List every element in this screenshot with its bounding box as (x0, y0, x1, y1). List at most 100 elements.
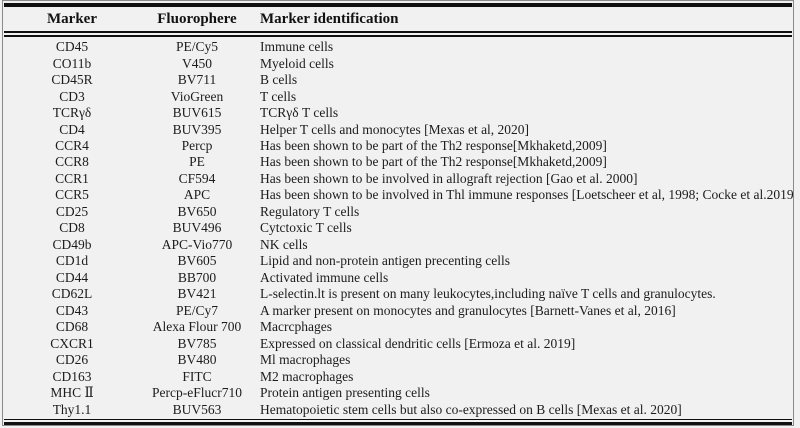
table-row: CD45 PE/Cy5 Immune cells (3, 39, 793, 55)
fluorophore-cell: BV785 (177, 335, 217, 351)
identification-cell: Has been shown to be part of the Th2 res… (260, 154, 607, 170)
identification-cell: L-selectin.lt is present on many leukocy… (260, 286, 716, 302)
identification-cell: Immune cells (260, 39, 334, 55)
marker-cell: CCR5 (55, 187, 89, 203)
identification-cell: T cells (260, 88, 297, 104)
fluorophore-cell: Percp (181, 138, 213, 153)
column-header-marker: Marker (47, 10, 97, 27)
column-header-fluorophore: Fluorophere (157, 10, 237, 27)
identification-cell: M2 macrophages (260, 368, 354, 384)
marker-cell: CO11b (52, 55, 92, 71)
marker-cell: CD45 (55, 39, 89, 55)
table-header-row: Marker Fluorophere Marker identification (3, 7, 793, 31)
table-body: CD45 PE/Cy5 Immune cells CO11b V450 Myeloid c… (3, 37, 793, 419)
fluorophore-cell: BV711 (177, 72, 217, 88)
marker-cell: CD44 (55, 269, 89, 285)
identification-cell: NK cells (260, 236, 308, 252)
table-row: CD45R BV711 B cells (3, 72, 793, 88)
identification-cell: Has been shown to be involved in Thl imm… (260, 187, 793, 203)
table-row: CD3 VioGreen T cells (3, 88, 793, 104)
table-row: CD26 BV480 Ml macrophages (3, 352, 793, 368)
table-row: CCR5 APC Has been shown to be involved in … (3, 187, 793, 203)
marker-cell: CD45R (51, 72, 93, 88)
marker-cell: CXCR1 (50, 335, 94, 351)
identification-cell: Regulatory T cells (260, 203, 360, 219)
table-top-rule (4, 3, 792, 7)
marker-cell: CCR4 (55, 138, 89, 153)
marker-cell: Thy1.1 (52, 401, 92, 417)
marker-cell: CCR8 (55, 154, 89, 170)
table-row: MHC Ⅱ Percp-eFlucr710 Protein antigen pres… (3, 385, 793, 401)
identification-cell: A marker present on monocytes and granul… (260, 302, 676, 318)
fluorophore-cell: APC (183, 187, 211, 203)
fluorophore-cell: VioGreen (170, 88, 224, 104)
marker-cell: CD68 (55, 319, 89, 335)
header-double-rule (4, 31, 792, 37)
fluorophore-cell: V450 (182, 55, 212, 71)
marker-cell: CD163 (52, 368, 92, 384)
fluorophore-cell: PE (189, 154, 205, 170)
table-row: CD49b APC-Vio770 NK cells (3, 237, 793, 253)
marker-cell: CD3 (59, 88, 85, 104)
fluorophore-cell: BUV563 (172, 401, 222, 417)
fluorophore-cell: BUV395 (172, 121, 222, 137)
column-header-identification: Marker identification (260, 10, 399, 27)
identification-cell: Cytctoxic T cells (260, 220, 352, 236)
identification-cell: Has been shown to be part of the Th2 res… (260, 138, 607, 153)
fluorophore-cell: BUV615 (172, 105, 222, 121)
fluorophore-cell: BUV496 (172, 220, 222, 236)
bottom-double-rule (4, 419, 792, 425)
table-row: CD25 BV650 Regulatory T cells (3, 204, 793, 220)
fluorophore-cell: PE/Cy5 (175, 39, 218, 55)
identification-cell: Hematopoietic stem cells but also co-exp… (260, 401, 682, 417)
fluorophore-cell: APC-Vio770 (161, 236, 233, 252)
marker-cell: CD62L (51, 286, 93, 302)
marker-cell: TCRγδ (52, 105, 92, 121)
table-row: CO11b V450 Myeloid cells (3, 55, 793, 71)
table-row: CD4 BUV395 Helper T cells and monocytes [M… (3, 121, 793, 137)
marker-cell: CD26 (55, 352, 89, 368)
table-row: CD68 Alexa Flour 700 Macrcphages (3, 319, 793, 335)
fluorophore-cell: PE/Cy7 (175, 302, 218, 318)
marker-cell: MHC Ⅱ (50, 385, 94, 401)
table-row: CD1d BV605 Lipid and non-protein antigen p… (3, 253, 793, 269)
table-row: CCR4 Percp Has been shown to be part of th… (3, 138, 793, 154)
identification-cell: TCRγδ T cells (260, 105, 339, 121)
marker-cell: CD4 (59, 121, 85, 137)
fluorophore-cell: BV480 (177, 352, 217, 368)
identification-cell: Helper T cells and monocytes [Mexas et a… (260, 121, 530, 137)
marker-cell: CD49b (52, 236, 92, 252)
identification-cell: Macrcphages (260, 319, 332, 335)
marker-cell: CCR1 (55, 170, 89, 186)
fluorophore-cell: CF594 (178, 170, 216, 186)
identification-cell: Has been shown to be involved in allogra… (260, 170, 638, 186)
identification-cell: Ml macrophages (260, 352, 351, 368)
marker-cell: CD8 (59, 220, 85, 236)
marker-cell: CD25 (55, 203, 89, 219)
table-row: CD44 BB700 Activated immune cells (3, 270, 793, 286)
fluorophore-cell: BB700 (177, 269, 217, 285)
identification-cell: B cells (260, 72, 298, 88)
table-row: CD43 PE/Cy7 A marker present on monocytes … (3, 303, 793, 319)
identification-cell: Protein antigen presenting cells (260, 385, 430, 401)
table-row: CCR1 CF594 Has been shown to be involved i… (3, 171, 793, 187)
fluorophore-cell: Percp-eFlucr710 (152, 385, 242, 401)
table-row: CD8 BUV496 Cytctoxic T cells (3, 220, 793, 236)
table-row: CXCR1 BV785 Expressed on classical dendrit… (3, 335, 793, 351)
identification-cell: Lipid and non-protein antigen precenting… (260, 253, 511, 269)
table-row: CD62L BV421 L-selectin.lt is present on ma… (3, 286, 793, 302)
fluorophore-cell: BV605 (177, 253, 217, 269)
fluorophore-cell: BV650 (177, 203, 217, 219)
marker-cell: CD1d (55, 253, 89, 269)
table-row: CD163 FITC M2 macrophages (3, 368, 793, 384)
identification-cell: Myeloid cells (260, 55, 334, 71)
identification-cell: Expressed on classical dendritic cells [… (260, 335, 576, 351)
table-row: Thy1.1 BUV563 Hematopoietic stem cells but… (3, 401, 793, 417)
fluorophore-cell: FITC (182, 368, 212, 384)
fluorophore-cell: Alexa Flour 700 (152, 319, 242, 335)
marker-cell: CD43 (55, 302, 89, 318)
identification-cell: Activated immune cells (260, 269, 389, 285)
table-row: CCR8 PE Has been shown to be part of the T… (3, 154, 793, 170)
